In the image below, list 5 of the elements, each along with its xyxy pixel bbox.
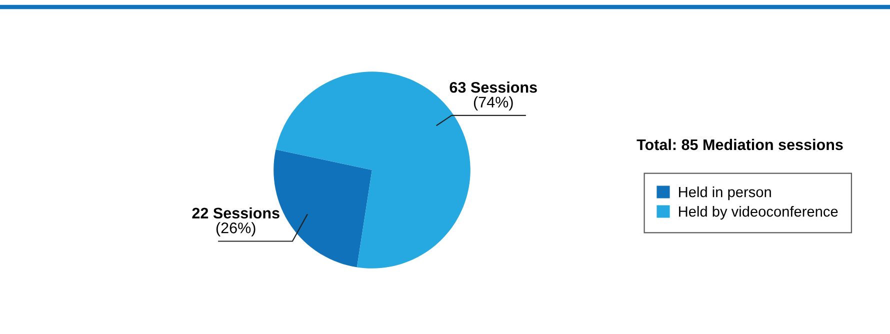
- legend-label: Held in person: [679, 186, 771, 200]
- legend-title: Total: 85 Mediation sessions: [636, 138, 843, 150]
- data-label: 63 Sessions (74%): [450, 82, 537, 111]
- legend-label: Held by videoconference: [679, 206, 838, 220]
- data-label: 22 Sessions (26%): [192, 207, 280, 236]
